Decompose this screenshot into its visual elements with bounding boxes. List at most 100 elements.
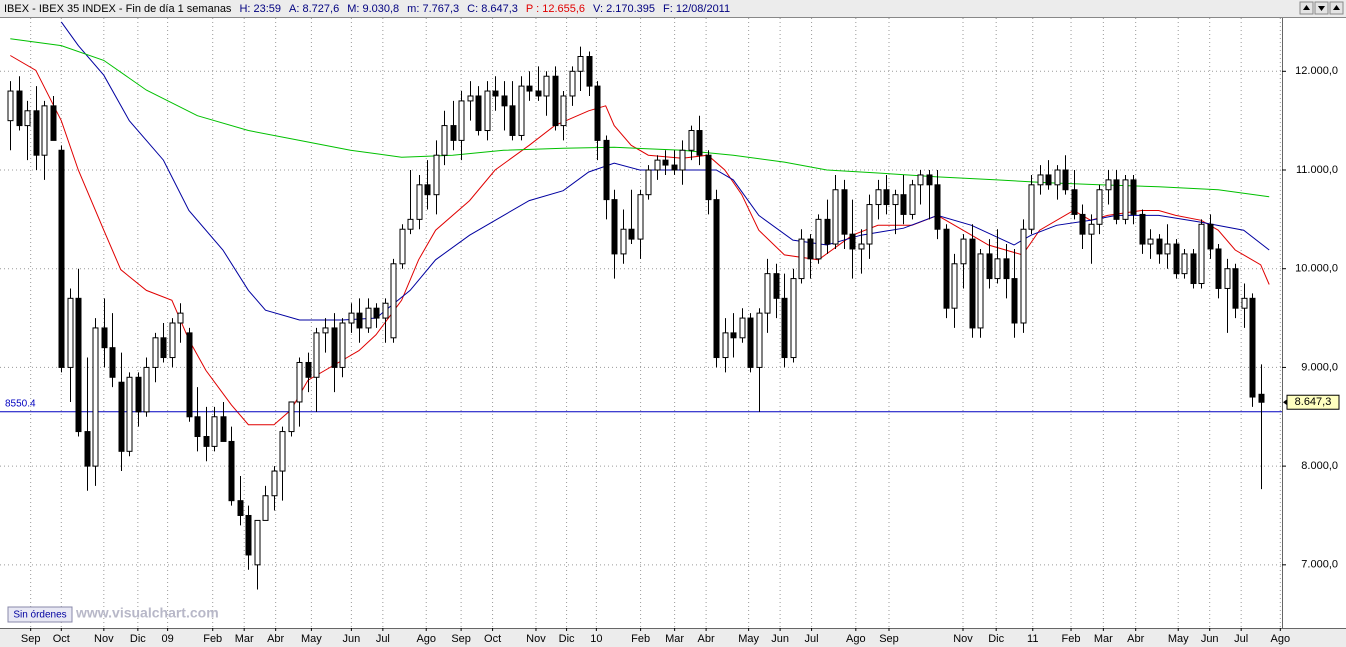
candle-body [858, 243, 865, 250]
candle-body [756, 312, 763, 368]
x-tick-label: Jun [342, 633, 360, 645]
x-axis-bar [0, 628, 1346, 647]
header-field: M: 9.030,8 [347, 3, 399, 15]
candle-body [475, 95, 482, 132]
x-tick-label: Sep [879, 633, 899, 645]
candle-body [390, 263, 397, 339]
x-tick-label: Oct [53, 633, 70, 645]
candle-body [1062, 169, 1069, 191]
candle-body [1215, 248, 1222, 289]
candle-body [790, 278, 797, 359]
candle-body [407, 218, 414, 230]
x-tick-label: Ago [846, 633, 866, 645]
y-tick-label: 9.000,0 [1301, 361, 1338, 373]
candle-body [365, 307, 372, 329]
candle-body [926, 174, 933, 186]
header-field: A: 8.727,6 [289, 3, 339, 15]
candle-body [1249, 297, 1256, 398]
candle-body [211, 416, 218, 447]
candle-body [84, 431, 91, 467]
candle-body [611, 199, 618, 255]
candle-body [535, 90, 542, 97]
candle-body [739, 317, 746, 339]
candle-body [909, 184, 916, 215]
candle-body [696, 130, 703, 156]
x-tick-label: Dic [988, 633, 1004, 645]
order-status-box[interactable] [7, 606, 73, 623]
candle-body [866, 204, 873, 245]
candle-body [135, 376, 142, 413]
last-price-label: 8.647,3 [1295, 396, 1332, 408]
candle-body [594, 85, 601, 141]
candle-body [705, 154, 712, 201]
candle-body [416, 184, 423, 220]
y-tick-label: 8.000,0 [1301, 460, 1338, 472]
arrow-icon [1303, 5, 1310, 10]
candle-body [254, 519, 261, 566]
candle-body [152, 337, 159, 368]
candle-body [1088, 223, 1095, 235]
candle-body [1224, 268, 1231, 289]
candle-body [1207, 223, 1214, 250]
x-tick-label: 10 [590, 633, 602, 645]
candle-body [220, 416, 227, 442]
candle-body [1173, 243, 1180, 275]
candle-body [75, 297, 82, 433]
x-tick-label: May [1168, 633, 1189, 645]
candle-body [645, 169, 652, 196]
x-tick-label: Abr [267, 633, 284, 645]
arrow-icon [1318, 6, 1325, 11]
x-tick-label: Oct [484, 633, 501, 645]
header-field: C: 8.647,3 [467, 3, 518, 15]
candle-body [1232, 268, 1239, 309]
candle-body [177, 312, 184, 324]
watermark: www.visualchart.com [75, 605, 219, 621]
grid [0, 18, 1286, 631]
candle-body [1156, 238, 1163, 255]
candle-body [279, 431, 286, 472]
order-status[interactable]: Sin órdenes [13, 610, 66, 621]
x-tick-label: Sep [451, 633, 471, 645]
moving-average-line [60, 21, 1270, 321]
window-buttons [1299, 1, 1344, 15]
candle-body [824, 218, 831, 245]
candle-body [1045, 174, 1052, 186]
x-tick-label: Nov [526, 633, 546, 645]
candle-body [50, 105, 57, 141]
x-tick-label: May [301, 633, 322, 645]
candle-body [773, 273, 780, 299]
candle-body [798, 238, 805, 280]
x-tick-label: Sep [21, 633, 41, 645]
candle-body [271, 470, 278, 497]
candle-body [917, 174, 924, 186]
candle-body [637, 194, 644, 240]
candle-body [1011, 278, 1018, 324]
candle-body [118, 381, 125, 452]
candle-body [1003, 258, 1010, 280]
candles [7, 46, 1265, 590]
reference-label: 8550.4 [5, 398, 36, 409]
candle-body [969, 238, 976, 329]
candle-body [526, 85, 533, 92]
candle-body [322, 327, 329, 334]
candle-body [1139, 213, 1146, 245]
x-tick-label: Nov [94, 633, 114, 645]
x-tick-label: Ago [416, 633, 436, 645]
x-tick-label: Abr [698, 633, 715, 645]
x-tick-label: Jul [1234, 633, 1248, 645]
header-field: F: 12/08/2011 [663, 3, 730, 15]
x-tick-label: May [738, 633, 759, 645]
candle-body [288, 401, 295, 433]
candle-body [781, 297, 788, 359]
candle-body [24, 110, 31, 127]
candle-body [382, 302, 389, 319]
candle-body [228, 440, 235, 502]
candle-body [688, 130, 695, 151]
candle-body [603, 139, 610, 201]
candle-body [441, 125, 448, 156]
x-tick-label: Ago [1271, 633, 1291, 645]
candle-body [186, 332, 193, 418]
candle-body [951, 263, 958, 309]
candle-body [458, 100, 465, 141]
